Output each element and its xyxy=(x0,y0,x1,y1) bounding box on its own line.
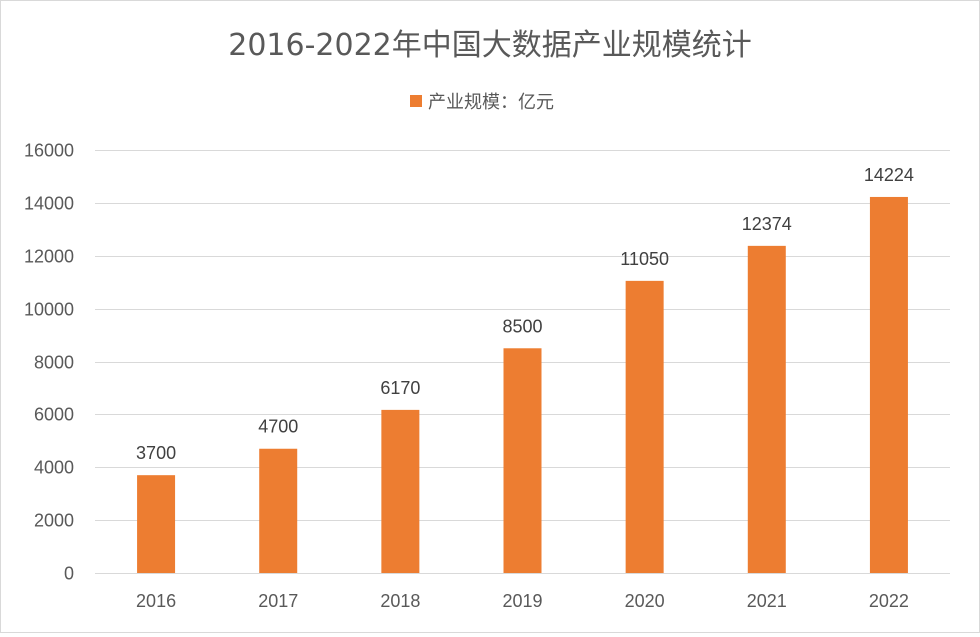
chart-title: 2016-2022年中国大数据产业规模统计 xyxy=(228,28,752,63)
y-tick-label: 10000 xyxy=(24,300,74,320)
bar-2020 xyxy=(625,280,664,573)
data-label-2017: 4700 xyxy=(258,417,298,437)
x-tick-label-2018: 2018 xyxy=(380,591,420,611)
data-label-2016: 3700 xyxy=(136,443,176,463)
y-tick-label: 12000 xyxy=(24,247,74,267)
bar-2021 xyxy=(747,245,786,574)
x-tick-label-2022: 2022 xyxy=(869,591,909,611)
data-label-2020: 11050 xyxy=(620,249,669,269)
x-tick-label-2021: 2021 xyxy=(747,591,787,611)
x-tick-label-2019: 2019 xyxy=(502,591,542,611)
bar-2016 xyxy=(137,475,176,573)
bars xyxy=(137,196,908,574)
bar-2018 xyxy=(381,409,420,573)
legend-label: 产业规模：亿元 xyxy=(428,92,554,113)
y-tick-label: 2000 xyxy=(34,511,74,531)
x-tick-label-2020: 2020 xyxy=(625,591,665,611)
y-tick-label: 0 xyxy=(64,564,74,584)
y-tick-label: 8000 xyxy=(34,353,74,373)
data-label-2021: 12374 xyxy=(742,214,792,234)
bar-2022 xyxy=(869,196,908,573)
gridlines xyxy=(95,150,950,574)
y-axis-tick-labels: 0 2000 4000 6000 8000 10000 12000 14000 16000 xyxy=(24,141,74,584)
bar-2019 xyxy=(503,348,542,573)
data-label-2018: 6170 xyxy=(380,378,420,398)
data-label-2022: 14224 xyxy=(864,165,914,185)
x-tick-label-2016: 2016 xyxy=(136,591,176,611)
legend-swatch xyxy=(410,95,422,107)
legend: 产业规模：亿元 xyxy=(410,92,554,113)
x-tick-label-2017: 2017 xyxy=(258,591,298,611)
y-tick-label: 6000 xyxy=(34,405,74,425)
y-tick-label: 4000 xyxy=(34,458,74,478)
x-axis-tick-labels: 2016 2017 2018 2019 2020 2021 2022 xyxy=(136,591,909,611)
y-tick-label: 14000 xyxy=(24,194,74,214)
bar-2017 xyxy=(259,448,298,573)
data-label-2019: 8500 xyxy=(502,316,542,336)
data-labels: 3700 4700 6170 8500 11050 12374 14224 xyxy=(136,165,914,463)
y-tick-label: 16000 xyxy=(24,141,74,161)
